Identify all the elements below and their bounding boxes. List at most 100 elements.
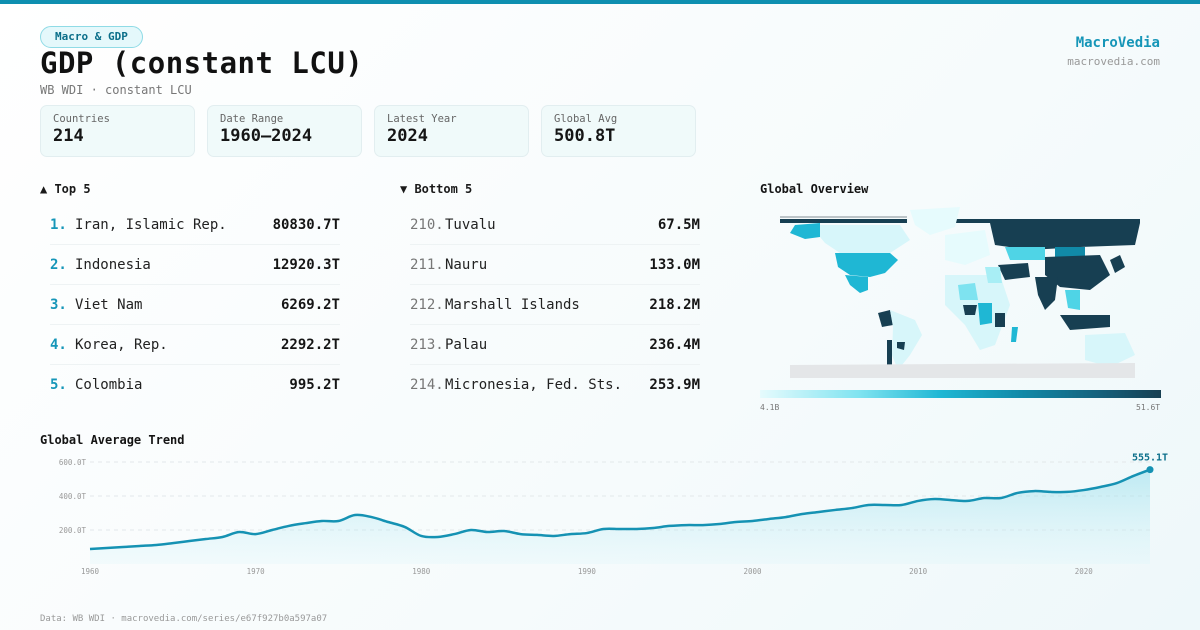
last-data-point[interactable] <box>1146 466 1154 474</box>
country-value: 12920.3T <box>272 256 340 273</box>
svg-text:2010: 2010 <box>909 567 928 576</box>
country-value: 995.2T <box>289 377 340 393</box>
country-value: 80830.7T <box>272 216 340 233</box>
map-region-indonesia <box>1060 315 1110 330</box>
country-value: 2292.2T <box>280 336 340 353</box>
list-item[interactable]: 210. Tuvalu 67.5M <box>410 205 700 245</box>
trend-area <box>90 469 1150 564</box>
country-name: Tuvalu <box>445 216 496 233</box>
country-name: Colombia <box>75 377 143 393</box>
map-region-japan <box>1110 255 1125 273</box>
list-item[interactable]: 214. Micronesia, Fed. Sts. 253.9M <box>410 365 700 405</box>
page-title: GDP (constant LCU) <box>40 46 364 80</box>
top5-list: ▲ Top 5 1. Iran, Islamic Rep. 80830.7T 2. I… <box>40 182 340 405</box>
rank: 4. <box>50 336 67 353</box>
brand-logo[interactable]: MacroVedia <box>1075 35 1160 51</box>
svg-text:200.0T: 200.0T <box>59 526 87 535</box>
country-value: 67.5M <box>657 216 700 233</box>
map-legend-gradient <box>760 390 1161 398</box>
list-item[interactable]: 4. Korea, Rep. 2292.2T <box>50 325 340 365</box>
stat-countries: Countries 214 <box>40 105 195 157</box>
map-region-vietnam <box>1065 290 1080 310</box>
legend-min-label: 4.1B <box>760 403 780 412</box>
country-value: 6269.2T <box>280 296 340 313</box>
page-subtitle: WB WDI · constant LCU <box>40 83 192 97</box>
stats-row: Countries 214 Date Range 1960–2024 Lates… <box>40 105 696 157</box>
map-region-arctic <box>780 219 907 223</box>
list-item[interactable]: 3. Viet Nam 6269.2T <box>50 285 340 325</box>
svg-text:1970: 1970 <box>247 567 266 576</box>
map-region-mongolia <box>1055 247 1085 257</box>
map-region-antarctica <box>790 363 1135 378</box>
map-region-iran <box>998 263 1030 280</box>
list-item[interactable]: 211. Nauru 133.0M <box>410 245 700 285</box>
list-item[interactable]: 2. Indonesia 12920.3T <box>50 245 340 285</box>
trend-line <box>89 468 1151 551</box>
last-value-label: 555.1T <box>1132 453 1168 464</box>
stat-label: Date Range <box>220 113 284 125</box>
map-region-kazakhstan <box>1005 247 1045 260</box>
map-title: Global Overview <box>760 182 869 196</box>
country-name: Palau <box>445 336 488 353</box>
y-axis-ticks: 200.0T 400.0T 600.0T <box>59 458 87 535</box>
svg-text:400.0T: 400.0T <box>59 492 87 501</box>
rank: 3. <box>50 296 67 313</box>
map-region-china <box>1045 255 1110 290</box>
x-axis-ticks: 1960 1970 1980 1990 2000 2010 2020 <box>81 567 1093 576</box>
rank: 1. <box>50 216 67 233</box>
country-name: Iran, Islamic Rep. <box>75 216 227 233</box>
map-region-south-america <box>890 310 922 370</box>
svg-text:2000: 2000 <box>743 567 762 576</box>
map-region-india <box>1035 277 1058 310</box>
map-region-russia <box>990 223 1140 250</box>
map-region-australia <box>1085 333 1135 367</box>
country-value: 253.9M <box>649 377 700 393</box>
stat-value: 500.8T <box>554 126 616 146</box>
rank: 2. <box>50 256 67 273</box>
country-name: Indonesia <box>75 256 151 273</box>
list-item[interactable]: 5. Colombia 995.2T <box>50 365 340 405</box>
map-region-tanzania <box>995 313 1005 327</box>
list-item[interactable]: 212. Marshall Islands 218.2M <box>410 285 700 325</box>
stat-label: Global Avg <box>554 113 618 125</box>
map-region-usa <box>835 253 898 277</box>
svg-text:1980: 1980 <box>412 567 431 576</box>
footer-source: Data: WB WDI · macrovedia.com/series/e67… <box>40 614 328 624</box>
brand-url[interactable]: macrovedia.com <box>1067 55 1160 68</box>
top-accent-bar <box>0 0 1200 4</box>
country-name: Marshall Islands <box>445 296 580 313</box>
map-region-colombia <box>878 310 893 327</box>
country-value: 236.4M <box>649 336 700 353</box>
country-name: Korea, Rep. <box>75 336 168 353</box>
country-name: Micronesia, Fed. Sts. <box>445 377 623 393</box>
legend-max-label: 51.6T <box>1136 403 1161 412</box>
country-name: Viet Nam <box>75 296 143 313</box>
stat-latest-year: Latest Year 2024 <box>374 105 529 157</box>
trend-chart[interactable]: 200.0T 400.0T 600.0T 1960 1970 1980 1990 2000 2… <box>0 440 1200 590</box>
list-item[interactable]: 1. Iran, Islamic Rep. 80830.7T <box>50 205 340 245</box>
top5-title: ▲ Top 5 <box>40 182 91 196</box>
list-item[interactable]: 213. Palau 236.4M <box>410 325 700 365</box>
map-region-canada <box>820 225 910 253</box>
bottom5-list: ▼ Bottom 5 210. Tuvalu 67.5M 211. Nauru 133.… <box>400 182 700 405</box>
map-region-mexico <box>845 275 868 293</box>
map-region-europe <box>945 230 990 265</box>
country-value: 133.0M <box>649 256 700 273</box>
stat-value: 2024 <box>387 126 428 146</box>
svg-text:1990: 1990 <box>578 567 597 576</box>
country-value: 218.2M <box>649 296 700 313</box>
country-name: Nauru <box>445 256 488 273</box>
stat-date-range: Date Range 1960–2024 <box>207 105 362 157</box>
rank: 211. <box>410 256 444 273</box>
rank: 5. <box>50 377 67 393</box>
svg-text:2020: 2020 <box>1075 567 1094 576</box>
stat-global-avg: Global Avg 500.8T <box>541 105 696 157</box>
world-choropleth-map[interactable] <box>780 205 1140 380</box>
rank: 212. <box>410 296 444 313</box>
map-region-greenland <box>910 207 960 235</box>
category-tag[interactable]: Macro & GDP <box>40 26 143 48</box>
rank: 214. <box>410 377 444 393</box>
rank: 213. <box>410 336 444 353</box>
svg-text:1960: 1960 <box>81 567 100 576</box>
stat-label: Countries <box>53 113 110 125</box>
